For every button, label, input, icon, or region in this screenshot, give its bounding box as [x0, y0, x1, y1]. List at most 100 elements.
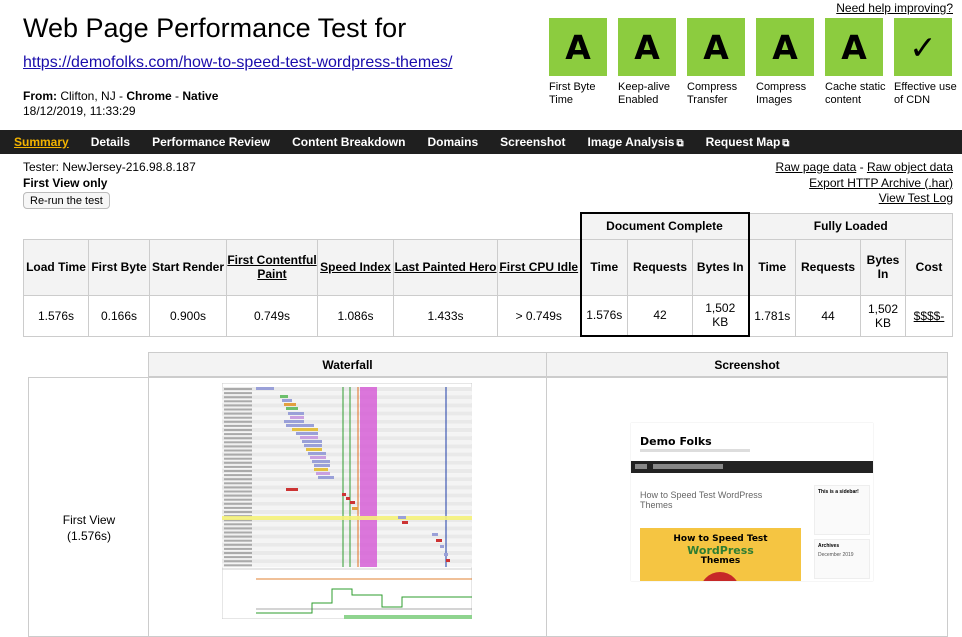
- value-doc-bytes: 1,502 KB: [692, 294, 750, 337]
- tab-domains[interactable]: Domains: [427, 135, 479, 149]
- first-cpu-idle-link[interactable]: First CPU Idle: [499, 260, 579, 274]
- screenshot-widget: This is a sidebar!: [814, 485, 870, 535]
- value-start-render: 0.900s: [149, 294, 227, 337]
- results-nav: Summary Details Performance Review Conte…: [0, 130, 962, 154]
- screenshot-header: Screenshot: [546, 352, 948, 377]
- value-doc-requests: 42: [627, 294, 693, 337]
- last-painted-hero-link[interactable]: Last Painted Hero: [394, 260, 497, 274]
- view-test-log-link[interactable]: View Test Log: [878, 191, 953, 205]
- col-full-requests: Requests: [795, 238, 861, 296]
- col-fcp[interactable]: First Contentful Paint: [226, 238, 318, 296]
- first-view-text: First View: [62, 513, 116, 527]
- tab-image-analysis[interactable]: Image Analysis ⧉: [577, 135, 695, 149]
- tester-info: Tester: NewJersey-216.98.8.187: [23, 160, 196, 174]
- table-spacer: [23, 213, 581, 239]
- cost-link[interactable]: $$$$-: [913, 308, 945, 323]
- first-view-cell: First View (1.576s): [28, 377, 148, 637]
- from-label: From:: [23, 89, 57, 103]
- external-link-icon: ⧉: [676, 138, 684, 149]
- performance-table: Document Complete Fully Loaded Load Time…: [23, 212, 953, 337]
- grade-compress-images[interactable]: A Compress Images: [756, 18, 824, 107]
- col-first-cpu-idle[interactable]: First CPU Idle: [497, 238, 581, 296]
- value-first-cpu-idle: > 0.749s: [497, 294, 581, 337]
- grade-box[interactable]: A: [549, 18, 607, 76]
- tab-summary[interactable]: Summary: [14, 135, 69, 149]
- screenshot-cell: Demo Folks How to Speed Test WordPress T…: [547, 377, 948, 637]
- tab-screenshot[interactable]: Screenshot: [500, 135, 566, 149]
- tab-request-map[interactable]: Request Map ⧉: [695, 135, 801, 149]
- grade-box[interactable]: A: [687, 18, 745, 76]
- hero-logo-icon: [700, 572, 740, 581]
- grade-label: Cache static content: [825, 81, 886, 106]
- link-separator: -: [856, 160, 867, 174]
- help-improving-link[interactable]: Need help improving?: [836, 1, 953, 15]
- screenshot-widget: Archives December 2019: [814, 539, 870, 579]
- tab-performance-review[interactable]: Performance Review: [152, 135, 271, 149]
- waterfall-chart-image[interactable]: [222, 383, 472, 619]
- tab-label: Request Map: [705, 135, 781, 149]
- hero-line: WordPress: [687, 544, 754, 557]
- grade-compress-transfer[interactable]: A Compress Transfer: [687, 18, 755, 107]
- tested-url-link[interactable]: https://demofolks.com/how-to-speed-test-…: [23, 54, 453, 71]
- grade-label: Compress Transfer: [687, 81, 738, 106]
- raw-page-data-link[interactable]: Raw page data: [775, 160, 857, 174]
- data-links: Raw page data - Raw object data Export H…: [776, 160, 953, 207]
- col-doc-time: Time: [579, 238, 628, 296]
- value-fcp: 0.749s: [226, 294, 318, 337]
- grade-label: Compress Images: [756, 81, 807, 106]
- grade-box[interactable]: A: [618, 18, 676, 76]
- widget-item: December 2019: [818, 552, 854, 558]
- hero-line: How to Speed Test: [673, 534, 768, 544]
- value-doc-time: 1.576s: [579, 294, 628, 337]
- col-cost: Cost: [905, 238, 953, 296]
- col-start-render: Start Render: [149, 238, 227, 296]
- location: Clifton, NJ: [60, 89, 116, 103]
- grade-cache-static[interactable]: A Cache static content: [825, 18, 893, 107]
- screenshot-menubar: [631, 461, 873, 473]
- view-mode: First View only: [23, 176, 108, 190]
- fully-loaded-header: Fully Loaded: [748, 212, 953, 240]
- speed-index-link[interactable]: Speed Index: [320, 260, 391, 274]
- grade-cdn[interactable]: ✓ Effective use of CDN: [894, 18, 962, 107]
- col-last-painted-hero[interactable]: Last Painted Hero: [393, 238, 498, 296]
- hero-line: Themes: [700, 556, 741, 566]
- col-full-bytes: Bytes In: [860, 238, 906, 296]
- first-view-time: (1.576s): [66, 529, 112, 543]
- tab-details[interactable]: Details: [90, 135, 131, 149]
- grade-box[interactable]: A: [825, 18, 883, 76]
- tab-label: Image Analysis: [587, 135, 675, 149]
- fcp-link[interactable]: First Contentful Paint: [227, 253, 317, 281]
- value-full-time: 1.781s: [748, 294, 796, 337]
- grade-label: Effective use of CDN: [894, 81, 957, 106]
- grade-label: Keep-alive Enabled: [618, 81, 670, 106]
- tab-content-breakdown[interactable]: Content Breakdown: [292, 135, 406, 149]
- value-full-requests: 44: [795, 294, 861, 337]
- rerun-test-button[interactable]: Re-run the test: [23, 192, 110, 209]
- external-link-icon: ⧉: [782, 138, 790, 149]
- value-cost[interactable]: $$$$-: [905, 294, 953, 337]
- export-har-link[interactable]: Export HTTP Archive (.har): [809, 175, 953, 190]
- value-full-bytes: 1,502 KB: [860, 294, 906, 337]
- col-full-time: Time: [748, 238, 796, 296]
- test-info: From: Clifton, NJ - Chrome - Native 18/1…: [23, 89, 219, 118]
- screenshot-hero: How to Speed Test WordPress Themes: [640, 528, 801, 581]
- raw-object-data-link[interactable]: Raw object data: [866, 160, 953, 174]
- value-first-byte: 0.166s: [88, 294, 150, 337]
- col-first-byte: First Byte: [88, 238, 150, 296]
- value-last-painted-hero: 1.433s: [393, 294, 498, 337]
- grade-box[interactable]: A: [756, 18, 814, 76]
- screenshot-brand: Demo Folks: [640, 435, 712, 448]
- grade-label: First Byte Time: [549, 81, 596, 106]
- grade-keep-alive[interactable]: A Keep-alive Enabled: [618, 18, 686, 107]
- document-complete-header: Document Complete: [579, 212, 750, 240]
- grade-first-byte[interactable]: A First Byte Time: [549, 18, 617, 107]
- waterfall-section: Waterfall Screenshot First View (1.576s)…: [28, 352, 948, 637]
- check-icon[interactable]: ✓: [894, 18, 952, 76]
- col-speed-index[interactable]: Speed Index: [317, 238, 394, 296]
- first-view-label: First View (1.576s): [29, 512, 149, 544]
- col-load-time: Load Time: [23, 238, 89, 296]
- value-load-time: 1.576s: [23, 294, 89, 337]
- screenshot-post-title: How to Speed Test WordPress Themes: [640, 490, 763, 510]
- widget-title: Archives: [818, 543, 840, 549]
- page-screenshot[interactable]: Demo Folks How to Speed Test WordPress T…: [631, 423, 873, 581]
